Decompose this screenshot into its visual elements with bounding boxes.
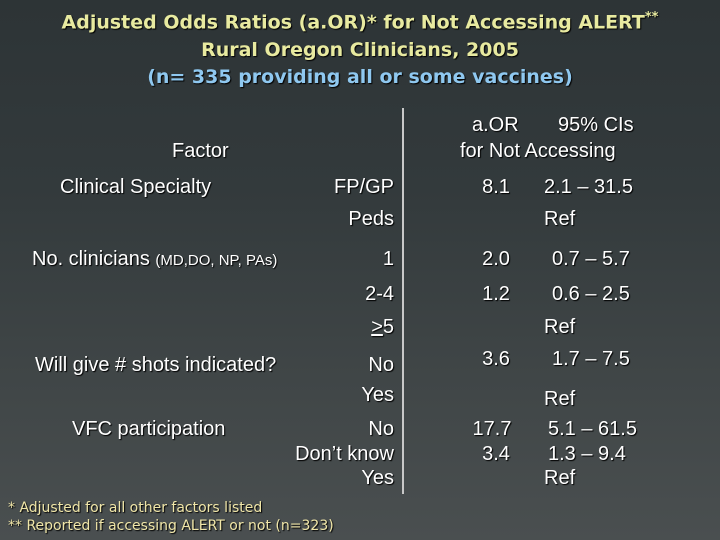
- clinicians-sublabel: (MD,DO, NP, PAs): [155, 252, 278, 269]
- factor-no-clinicians: No. clinicians (MD,DO, NP, PAs): [32, 248, 277, 271]
- ci-clin-1: 0.7 – 5.7: [552, 248, 630, 270]
- level-clin-2-4: 2-4: [365, 283, 394, 305]
- level-shots-yes: Yes: [361, 384, 394, 406]
- ci-peds: Ref: [544, 208, 576, 230]
- title-line-3: (n= 335 providing all or some vaccines): [147, 66, 573, 88]
- level-clin-5-number: 5: [382, 316, 394, 338]
- aor-vfc-dont-know: 3.4: [482, 443, 510, 465]
- level-shots-no: No: [368, 354, 394, 376]
- header-factor: Factor: [172, 140, 229, 162]
- ci-clin-2-4: 0.6 – 2.5: [552, 283, 630, 305]
- ci-shots-no: 1.7 – 7.5: [552, 348, 630, 370]
- ci-shots-yes: Ref: [544, 388, 576, 410]
- factor-vfc-participation: VFC participation: [72, 418, 226, 440]
- header-aor: a.OR: [472, 114, 519, 136]
- level-peds: Peds: [348, 208, 394, 230]
- aor-fpgp: 8.1: [482, 176, 510, 198]
- footnote-1: * Adjusted for all other factors listed: [8, 500, 263, 516]
- table-divider: [402, 108, 404, 494]
- clinicians-label: No. clinicians: [32, 248, 150, 270]
- ci-clin-5plus: Ref: [544, 316, 576, 338]
- factor-will-give-shots: Will give # shots indicated?: [35, 354, 277, 376]
- header-ci: 95% CIs: [558, 114, 634, 136]
- level-fpgp: FP/GP: [333, 176, 394, 198]
- ci-vfc-no: 5.1 – 61.5: [548, 418, 637, 440]
- level-clin-5plus: >5: [371, 316, 394, 339]
- ci-vfc-dont-know: 1.3 – 9.4: [548, 443, 626, 465]
- title-superscript: **: [644, 10, 659, 25]
- level-clin-1: 1: [382, 248, 394, 270]
- level-vfc-yes: Yes: [361, 467, 394, 489]
- aor-clin-2-4: 1.2: [482, 283, 510, 305]
- title-line-1: Adjusted Odds Ratios (a.OR)* for Not Acc…: [0, 10, 720, 33]
- title-line-2: Rural Oregon Clinicians, 2005: [201, 39, 519, 61]
- level-vfc-no: No: [368, 418, 394, 440]
- aor-clin-1: 2.0: [482, 248, 510, 270]
- aor-vfc-no: 17.7: [472, 418, 512, 440]
- ci-vfc-yes: Ref: [544, 467, 576, 489]
- aor-shots-no: 3.6: [482, 348, 510, 370]
- ci-fpgp: 2.1 – 31.5: [544, 176, 633, 198]
- factor-clinical-specialty: Clinical Specialty: [60, 176, 212, 198]
- level-vfc-dont-know: Don’t know: [295, 443, 394, 465]
- header-for-not-accessing: for Not Accessing: [460, 140, 616, 162]
- geq-sign: >: [371, 316, 383, 338]
- title-text: Adjusted Odds Ratios (a.OR)* for Not Acc…: [61, 11, 645, 34]
- footnote-2: ** Reported if accessing ALERT or not (n…: [8, 518, 334, 534]
